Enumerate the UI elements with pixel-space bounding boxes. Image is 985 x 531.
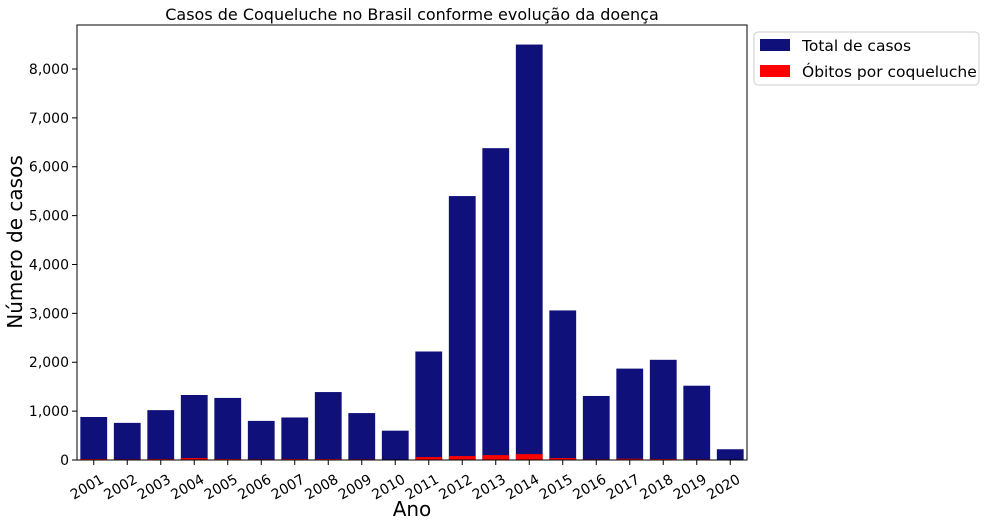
y-axis-label: Número de casos [3,155,27,329]
y-tick-label: 6,000 [29,160,69,176]
bar-deaths-2012 [449,456,476,460]
bar-total-2005 [214,398,241,460]
bar-total-2003 [147,410,174,460]
bar-total-2020 [717,449,744,460]
bar-total-2015 [549,310,576,460]
bar-total-2013 [482,148,509,460]
y-tick-label: 7,000 [29,111,69,127]
bar-total-2009 [348,413,375,460]
y-tick-label: 4,000 [29,257,69,273]
legend-label-deaths: Óbitos por coqueluche [802,62,977,81]
legend-label-total: Total de casos [801,37,911,55]
legend-swatch-deaths [760,65,790,77]
y-tick-label: 5,000 [29,209,69,225]
bar-total-2018 [650,360,677,460]
bar-total-2011 [415,351,442,460]
bar-total-2019 [683,386,710,460]
bar-total-2017 [616,369,643,460]
bar-deaths-2013 [482,455,509,460]
bar-total-2006 [248,421,275,460]
legend-swatch-total [760,39,790,51]
bar-total-2007 [281,417,308,460]
y-tick-label: 1,000 [29,404,69,420]
y-tick-label: 8,000 [29,62,69,78]
y-tick-label: 3,000 [29,306,69,322]
bar-total-2004 [181,395,208,460]
bar-total-2008 [315,392,342,460]
bar-deaths-2014 [516,454,543,460]
bar-total-2012 [449,196,476,460]
bar-total-2014 [516,45,543,460]
y-tick-label: 0 [60,453,69,469]
legend: Total de casos Óbitos por coqueluche [754,32,979,85]
bar-total-2002 [114,423,141,460]
bar-total-2016 [583,396,610,460]
bar-total-2001 [80,417,107,460]
bar-total-2010 [382,431,409,460]
y-tick-label: 2,000 [29,355,69,371]
chart-title: Casos de Coqueluche no Brasil conforme e… [165,5,659,24]
x-axis-label: Ano [393,497,432,521]
